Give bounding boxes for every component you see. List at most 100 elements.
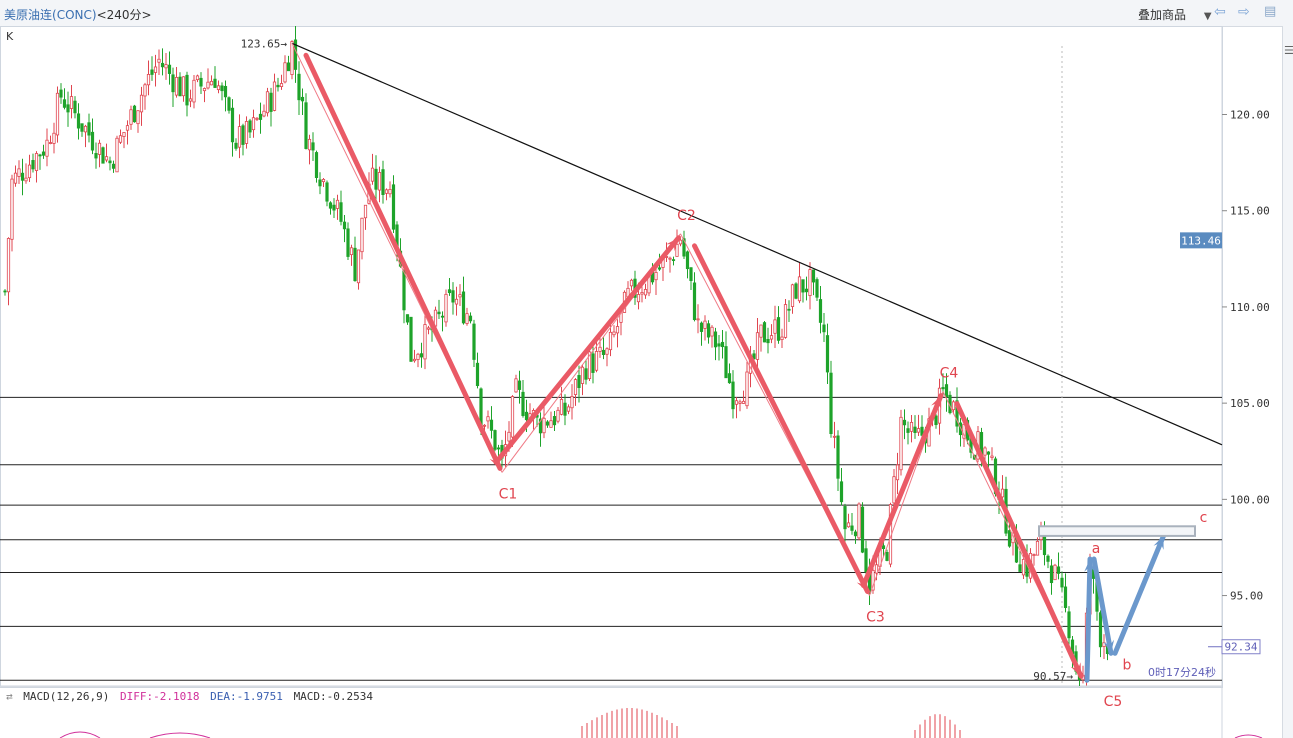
candle-body — [913, 426, 917, 433]
candle-body — [150, 69, 154, 75]
candle-body — [559, 399, 564, 415]
candle-body — [916, 428, 921, 433]
candle-body — [766, 338, 770, 344]
wave-arrow[interactable] — [692, 243, 870, 595]
candle-body — [391, 184, 396, 230]
candle-body — [510, 396, 515, 438]
macd-dea: DEA:-1.9751 — [210, 690, 283, 703]
candle-body — [629, 279, 634, 287]
candle-body — [752, 353, 756, 360]
candle-body — [423, 324, 427, 360]
candle-body — [80, 123, 84, 132]
candle-body — [521, 391, 525, 416]
candle-body — [545, 421, 550, 426]
candle-body — [132, 105, 137, 123]
wave-arrow[interactable] — [303, 52, 503, 471]
candle-body — [874, 564, 879, 574]
projection-arrow-head — [1153, 535, 1164, 550]
candle-body — [370, 167, 375, 182]
macd-diff: DIFF:-2.1018 — [119, 690, 200, 703]
right-panel-strip[interactable]: ☰ — [1282, 26, 1293, 738]
projection-label: c — [1200, 510, 1208, 526]
candle-body — [787, 308, 791, 311]
candle-body — [388, 188, 392, 195]
candle-body — [27, 164, 32, 179]
last-price-tag — [1221, 639, 1261, 655]
swap-icon[interactable]: ⇄ — [6, 690, 13, 703]
candle-body — [48, 142, 53, 144]
candle-body — [829, 372, 833, 434]
candle-body — [678, 239, 683, 245]
candle-body — [717, 343, 721, 347]
candle-body — [461, 291, 466, 324]
candle-body — [97, 142, 102, 155]
candle-body — [598, 346, 602, 352]
candle-body — [566, 406, 571, 412]
candle-body — [20, 172, 25, 181]
candle-body — [1018, 564, 1022, 572]
candle-body — [654, 272, 658, 281]
candle-body — [24, 177, 28, 182]
candle-body — [381, 169, 385, 195]
candle-body — [552, 416, 557, 426]
candle-body — [986, 451, 991, 455]
macd-name: MACD(12,26,9) — [23, 690, 110, 703]
projection-label: a — [1092, 541, 1101, 557]
wave-arrow-head — [931, 395, 942, 410]
candle-body — [122, 132, 126, 137]
candle-body — [801, 279, 805, 293]
trend-line[interactable] — [291, 42, 1223, 446]
candle-body — [444, 293, 448, 323]
candle-body — [594, 351, 599, 371]
wave-label: C5 — [1104, 694, 1123, 710]
candle-body — [538, 418, 543, 434]
candle-body — [62, 99, 67, 108]
current-price-value: 113.46 — [1181, 234, 1221, 247]
candle-body — [1032, 554, 1036, 556]
candle-body — [755, 332, 760, 360]
candle-body — [860, 506, 865, 553]
candle-body — [706, 323, 711, 338]
candle-body — [237, 126, 242, 148]
wave-arrow[interactable] — [493, 235, 681, 465]
candle-body — [493, 430, 497, 450]
price-chart[interactable]: 95.00 100.00 105.00 110.00 115.00 120.00 C1 C2 C… — [0, 26, 1282, 738]
candle-body — [10, 178, 14, 240]
last-price-value: 92.34 — [1224, 641, 1257, 654]
candle-body — [496, 447, 501, 450]
candle-body — [727, 373, 732, 384]
candle-body — [76, 113, 81, 129]
candle-body — [409, 316, 413, 362]
y-tick-label: 120.00 — [1230, 109, 1270, 122]
candle-body — [1007, 530, 1012, 547]
candle-body — [671, 259, 676, 262]
arrow-left-icon[interactable]: ⇦ — [1214, 4, 1226, 20]
candle-body — [570, 396, 574, 409]
panel-toggle-icon[interactable]: ▤ — [1264, 4, 1277, 19]
candle-body — [514, 378, 518, 393]
arrow-right-icon[interactable]: ⇨ — [1238, 4, 1250, 20]
macd-value: MACD:-0.2534 — [293, 690, 374, 703]
overlay-dropdown[interactable]: 叠加商品 ▼ — [1138, 6, 1212, 23]
projection-arrow[interactable] — [1084, 556, 1093, 683]
candle-body — [307, 138, 312, 151]
projection-arrow[interactable] — [1112, 533, 1166, 656]
wave-arrow[interactable] — [861, 393, 944, 589]
candle-body — [311, 142, 315, 151]
candle-body — [416, 353, 420, 360]
candle-body — [90, 131, 95, 151]
projection-arrow[interactable] — [1091, 556, 1114, 656]
candle-body — [293, 39, 298, 70]
candle-body — [465, 313, 469, 324]
candle-body — [202, 88, 207, 92]
candle-body — [825, 335, 830, 373]
target-zone-box[interactable] — [1038, 525, 1196, 537]
candle-body — [199, 77, 203, 87]
candle-body — [283, 62, 287, 83]
candle-body — [685, 251, 690, 270]
wave-arrow-head — [1070, 662, 1081, 677]
candle-body — [696, 318, 700, 321]
period-label[interactable]: <240分> — [96, 8, 152, 22]
wave-arrow[interactable] — [954, 401, 1084, 679]
candle-body — [1067, 611, 1071, 639]
